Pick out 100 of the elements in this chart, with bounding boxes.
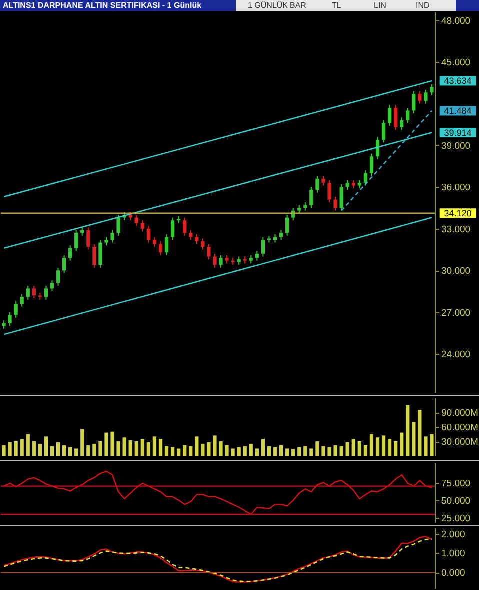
y-tick-label: 36.000 (442, 182, 471, 194)
bar (340, 446, 344, 456)
bar (128, 440, 132, 456)
bar (68, 447, 72, 456)
candlestick (213, 253, 217, 268)
candlestick (219, 254, 223, 268)
bar (170, 447, 175, 456)
bar (38, 444, 42, 456)
candlestick (140, 220, 144, 232)
text: LIN (374, 0, 386, 11)
candlestick (430, 84, 434, 96)
y-tick-label: 30.000M (442, 437, 479, 448)
candlestick (286, 214, 290, 236)
candlestick (183, 217, 187, 236)
candlestick (340, 184, 344, 212)
candlestick (195, 234, 199, 245)
candlestick (14, 300, 18, 318)
candlestick (370, 153, 374, 177)
bar (201, 444, 205, 456)
candlestick (201, 238, 205, 250)
bar (255, 448, 259, 456)
bar (104, 432, 108, 456)
bar (219, 442, 223, 456)
bar (231, 448, 235, 456)
candlestick (310, 186, 314, 209)
bar (158, 439, 163, 456)
candlestick (86, 227, 90, 250)
candlestick (364, 170, 368, 186)
series-label: 41.484 (444, 106, 472, 116)
candlestick (334, 196, 338, 212)
text: 1 GÜNLÜK (248, 0, 288, 11)
bar (406, 405, 410, 456)
bar (424, 436, 428, 456)
bar (207, 442, 211, 456)
bar (134, 442, 138, 456)
y-tick-label: 2.000 (442, 529, 466, 540)
bar (298, 447, 302, 456)
bar (74, 448, 78, 456)
bar (14, 442, 18, 456)
bar (44, 436, 48, 456)
bar (183, 445, 187, 456)
candlestick (328, 180, 332, 203)
y-tick-label: 27.000 (442, 308, 471, 319)
candlestick (116, 214, 120, 236)
candlestick (134, 214, 138, 227)
bar (286, 448, 290, 456)
candlestick (92, 244, 96, 268)
y-tick-label: 1.000 (442, 548, 466, 560)
bar (26, 434, 30, 456)
bar (352, 439, 356, 456)
y-tick-label: 90.000M (442, 408, 479, 419)
bar (237, 447, 241, 456)
candlestick (406, 107, 410, 124)
y-tick-label: 33.000 (442, 224, 471, 236)
candlestick (412, 90, 416, 114)
bar (370, 434, 374, 456)
bar (195, 436, 199, 456)
candlestick (424, 89, 428, 104)
bar (430, 434, 434, 456)
candlestick (279, 230, 284, 241)
candlestick (32, 285, 36, 299)
candlestick (146, 226, 150, 244)
bar (364, 445, 368, 456)
bar (98, 442, 102, 456)
candlestick (68, 245, 72, 262)
bar (261, 439, 266, 456)
bar (56, 442, 60, 456)
candlestick (44, 285, 48, 300)
y-tick-label: 39.000 (442, 140, 471, 152)
bar (164, 446, 169, 456)
text: IND (416, 0, 430, 11)
candlestick (388, 104, 392, 127)
candlestick (26, 285, 30, 300)
bar (304, 446, 308, 456)
bar (394, 442, 398, 456)
bar (225, 445, 229, 456)
bar (50, 446, 54, 456)
bar (140, 439, 144, 456)
bar (32, 442, 36, 456)
bar (62, 445, 66, 456)
bar (376, 438, 380, 456)
candlestick (20, 294, 24, 308)
bar (412, 422, 416, 456)
chart-title: ALTINS1 DARPHANE ALTIN SERTIFIKASI - 1 Günlük (3, 0, 202, 11)
candlestick (400, 117, 404, 131)
candlestick (170, 217, 175, 241)
bar (334, 445, 338, 456)
y-tick-label: 0.000 (442, 568, 466, 580)
y-tick-label: 50.000 (442, 496, 471, 507)
candlestick (418, 90, 422, 104)
bar (267, 446, 272, 456)
bar (8, 442, 12, 456)
bar (310, 448, 314, 456)
y-tick-label: 45.000 (442, 58, 471, 69)
bar (213, 436, 217, 456)
bar (80, 429, 84, 456)
y-tick-label: 48.000 (442, 16, 471, 27)
y-tick-label: 60.000M (442, 422, 479, 434)
bar (249, 444, 253, 456)
bar (279, 445, 284, 456)
